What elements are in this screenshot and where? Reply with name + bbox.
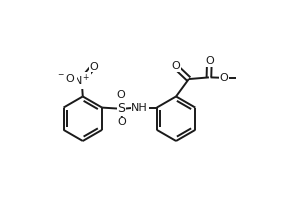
Text: O: O <box>118 117 126 127</box>
Text: O: O <box>205 56 214 66</box>
Text: NH: NH <box>131 103 148 113</box>
Text: N$^+$: N$^+$ <box>73 73 91 88</box>
Text: $^-$O: $^-$O <box>56 73 76 84</box>
Text: O: O <box>117 90 126 100</box>
Text: O: O <box>220 73 229 83</box>
Text: O: O <box>171 61 180 71</box>
Text: S: S <box>118 102 126 115</box>
Text: O: O <box>90 62 98 72</box>
